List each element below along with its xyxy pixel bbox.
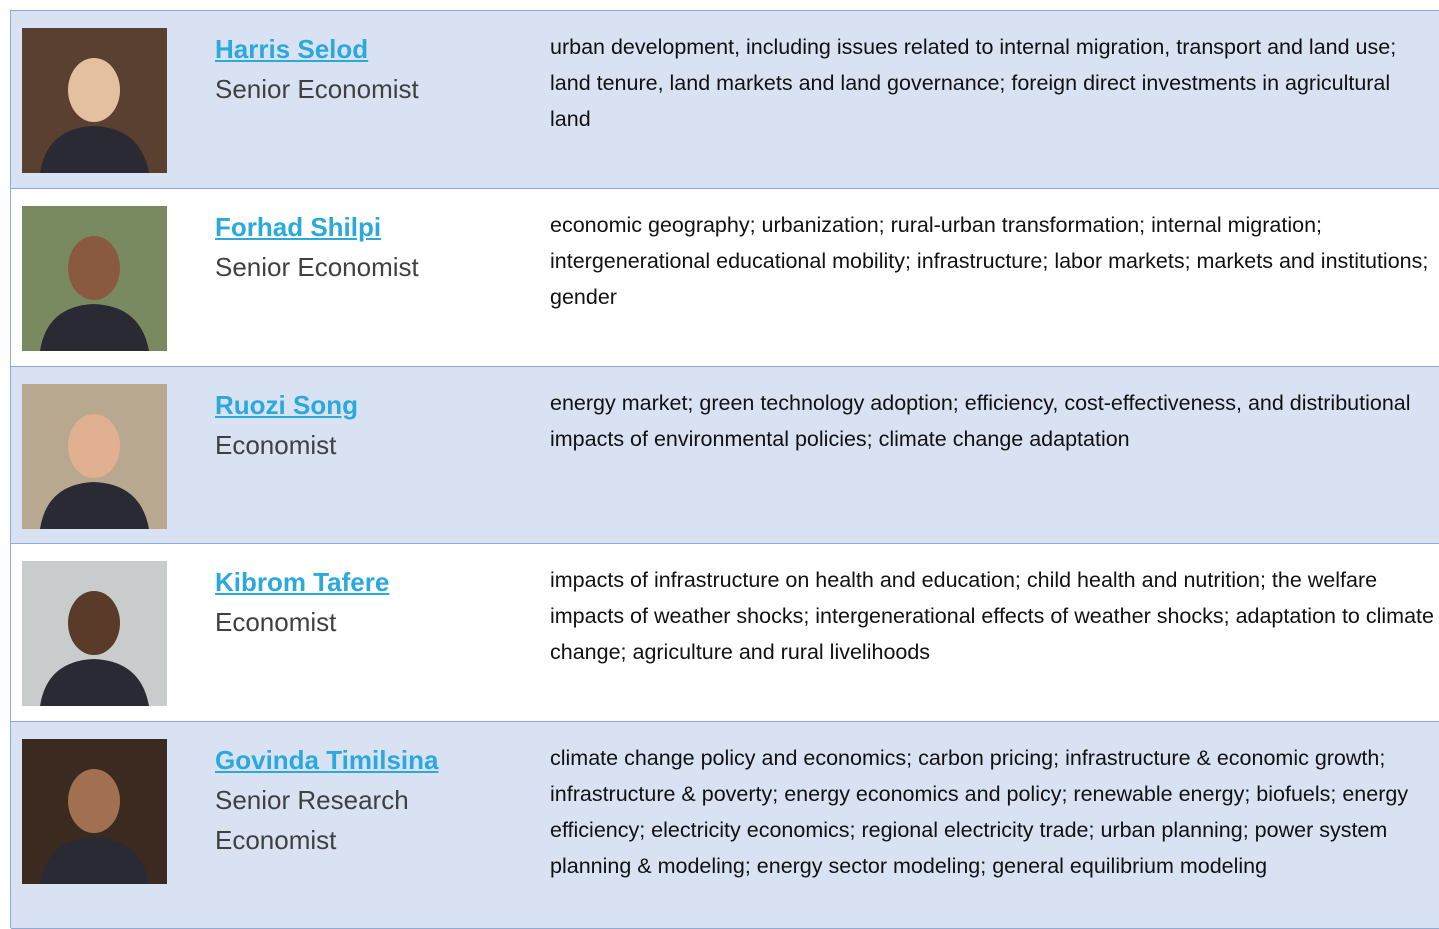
portrait bbox=[22, 206, 167, 351]
portrait-head bbox=[68, 414, 120, 478]
research-interests: urban development, including issues rela… bbox=[550, 29, 1435, 137]
person-name[interactable]: Harris Selod bbox=[215, 29, 495, 69]
person-title: Economist bbox=[215, 602, 495, 642]
research-interests: energy market; green technology adoption… bbox=[550, 385, 1435, 457]
person-title: Senior Research Economist bbox=[215, 780, 495, 860]
person-name[interactable]: Kibrom Tafere bbox=[215, 562, 495, 602]
person-name[interactable]: Govinda Timilsina bbox=[215, 740, 495, 780]
portrait bbox=[22, 739, 167, 884]
portrait bbox=[22, 28, 167, 173]
person-title: Senior Economist bbox=[215, 247, 495, 287]
portrait-head bbox=[68, 58, 120, 122]
research-interests: impacts of infrastructure on health and … bbox=[550, 562, 1435, 670]
person-name[interactable]: Ruozi Song bbox=[215, 385, 495, 425]
person-name[interactable]: Forhad Shilpi bbox=[215, 207, 495, 247]
portrait-head bbox=[68, 591, 120, 655]
person-title: Senior Economist bbox=[215, 69, 495, 109]
research-interests: climate change policy and economics; car… bbox=[550, 740, 1435, 884]
portrait bbox=[22, 561, 167, 706]
page: Harris SelodSenior Economisturban develo… bbox=[0, 0, 1439, 928]
portrait bbox=[22, 384, 167, 529]
portrait-head bbox=[68, 769, 120, 833]
research-interests: economic geography; urbanization; rural-… bbox=[550, 207, 1435, 315]
portrait-head bbox=[68, 236, 120, 300]
person-title: Economist bbox=[215, 425, 495, 465]
